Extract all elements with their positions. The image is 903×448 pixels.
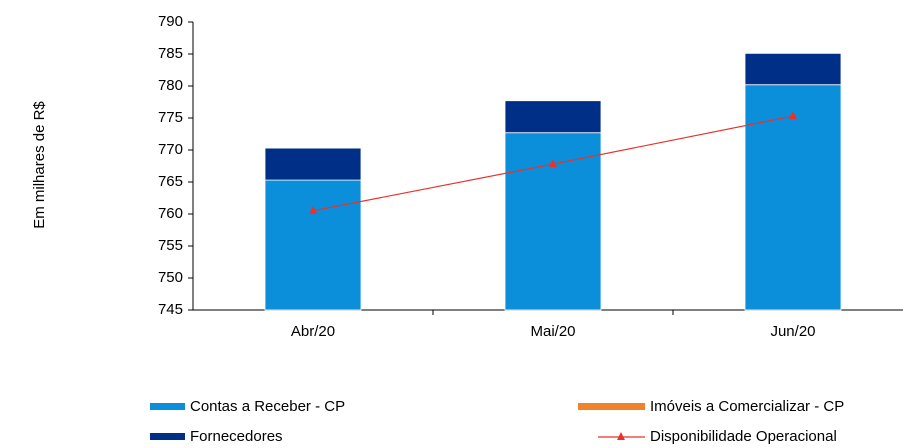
y-tick-label: 750 — [158, 269, 183, 286]
y-tick-label: 790 — [158, 13, 183, 30]
legend-label: Fornecedores — [190, 428, 283, 445]
legend-label: Contas a Receber - CP — [190, 398, 345, 415]
y-axis-label: Em milhares de R$ — [31, 101, 48, 229]
bar — [504, 100, 602, 134]
bar — [744, 84, 842, 311]
legend-label: Disponibilidade Operacional — [650, 428, 837, 445]
legend-swatch — [617, 432, 625, 440]
legend-swatch — [150, 403, 185, 410]
y-tick-label: 765 — [158, 173, 183, 190]
marker — [789, 111, 797, 120]
legend-label: Imóveis a Comercializar - CP — [650, 398, 844, 415]
legend-swatch — [150, 433, 185, 440]
y-tick-label: 745 — [158, 301, 183, 318]
bar — [264, 147, 362, 181]
bar — [744, 52, 842, 86]
y-tick-label: 775 — [158, 109, 183, 126]
y-tick-label: 780 — [158, 77, 183, 94]
x-tick-label: Abr/20 — [291, 323, 335, 340]
legend-swatch — [578, 403, 645, 410]
x-tick-label: Jun/20 — [770, 323, 815, 340]
y-tick-label: 785 — [158, 45, 183, 62]
bar — [264, 179, 362, 311]
x-tick-label: Mai/20 — [530, 323, 575, 340]
y-tick-label: 755 — [158, 237, 183, 254]
marker — [549, 159, 557, 168]
marker — [309, 205, 317, 214]
y-tick-label: 770 — [158, 141, 183, 158]
y-tick-label: 760 — [158, 205, 183, 222]
